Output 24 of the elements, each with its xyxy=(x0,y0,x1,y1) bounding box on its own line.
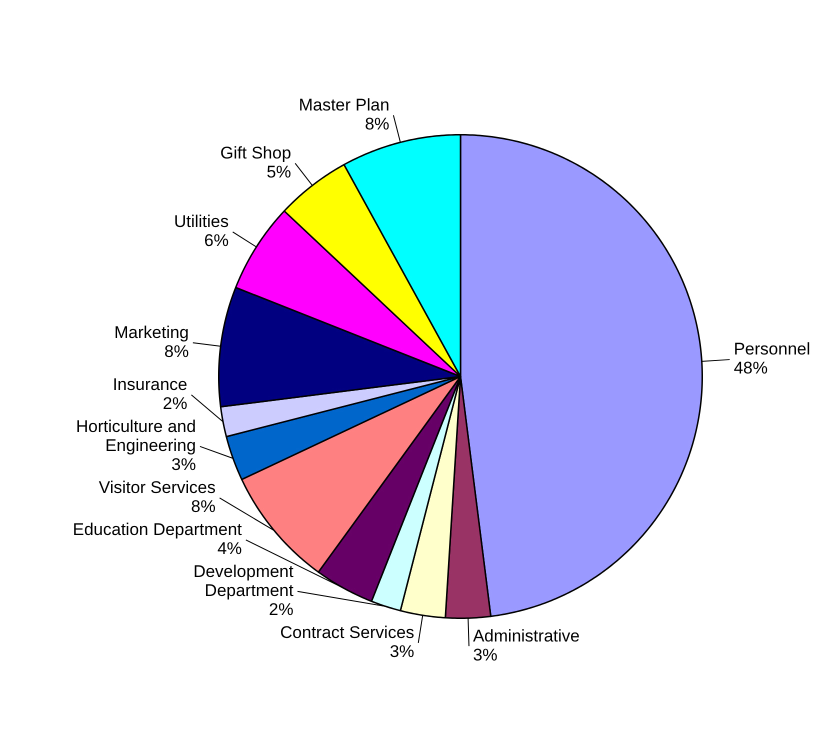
slice-label: Utilities xyxy=(174,212,229,232)
data-label: 6% xyxy=(204,231,229,250)
slice-label: Contract Services xyxy=(280,623,414,642)
slice-label: Development Department xyxy=(193,562,294,600)
data-label: 48% xyxy=(734,358,768,378)
slice-label: Visitor Services xyxy=(98,478,216,498)
data-label: 8% xyxy=(191,497,216,516)
slice-label: Gift Shop xyxy=(220,144,292,163)
data-label: 8% xyxy=(364,114,390,134)
data-label: 3% xyxy=(390,642,414,662)
slice-label: Education Department xyxy=(72,520,242,540)
slice-label: Insurance xyxy=(112,375,188,394)
slice-label: Personnel xyxy=(734,340,810,359)
data-label: 5% xyxy=(266,162,292,182)
slice-label: Horticulture and Engineering xyxy=(76,417,196,456)
slice-label: Marketing xyxy=(114,322,189,342)
data-label: 3% xyxy=(472,645,498,664)
data-label: 3% xyxy=(171,455,196,474)
slice-label: Master Plan xyxy=(298,95,390,114)
slice-label: Administrative xyxy=(472,626,580,646)
data-label: 2% xyxy=(268,600,294,620)
data-label: 8% xyxy=(164,342,189,361)
data-label: 4% xyxy=(217,539,242,558)
data-label: 2% xyxy=(162,394,188,414)
